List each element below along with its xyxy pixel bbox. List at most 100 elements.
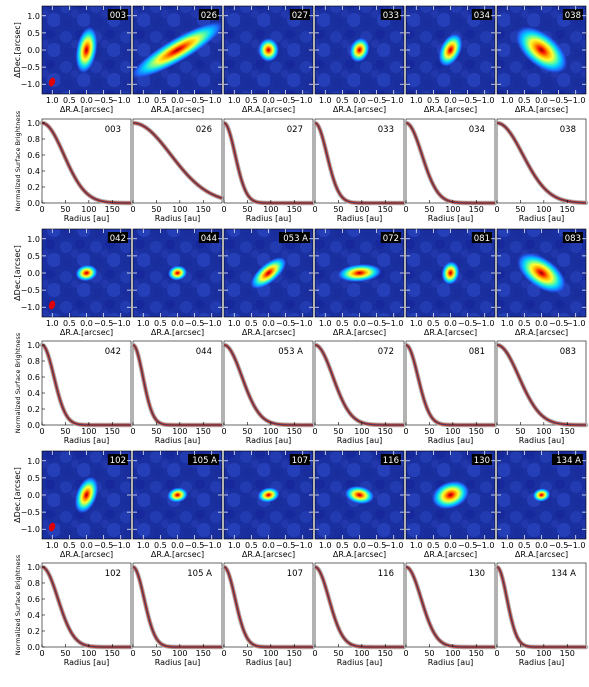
source-emission (75, 264, 98, 282)
map-xtick-label: 0.5 (245, 541, 258, 550)
source-emission (257, 37, 280, 63)
map-xlabel: ΔR.A.[arcsec] (424, 105, 477, 114)
map-xlabel: ΔR.A.[arcsec] (151, 105, 204, 114)
source-emission (75, 26, 98, 74)
source-label-bg (107, 232, 128, 243)
profile-xtick-label: 50 (60, 427, 70, 436)
map-panel: 081 1.0 0.5 0.0 −0.5−1.0ΔR.A.[arcsec] (405, 228, 496, 337)
profile-xtick-label: 50 (242, 649, 252, 658)
profile-xlabel: Radius [au] (337, 214, 383, 223)
source-label-bg (380, 454, 401, 465)
profile-ytick-label: 0.6 (27, 151, 40, 160)
map-xtick-label: −0.5 (276, 319, 295, 328)
map-xtick-label: 0.0 (353, 319, 366, 328)
profile-core (314, 122, 404, 204)
profile-source-label: 081 (469, 347, 485, 357)
source-label: 053 A (283, 234, 308, 244)
map-xtick-label: −1.0 (384, 319, 403, 328)
profile-xtick-label: 50 (151, 649, 161, 658)
map-panel: 044 1.0 0.5 0.0 −0.5−1.0ΔR.A.[arcsec] (132, 228, 223, 337)
source-label-bg (380, 9, 401, 20)
source-label-bg (552, 454, 583, 465)
map-ytick-label: 0.5 (27, 474, 40, 483)
map-xtick-label: 0.5 (427, 541, 440, 550)
map-xlabel: ΔR.A.[arcsec] (151, 328, 204, 337)
map-ytick-label: −0.5 (21, 286, 40, 295)
profile-xtick-label: 0 (221, 649, 226, 658)
map-xtick-label: 0.0 (535, 96, 548, 105)
profile-source-label: 034 (469, 125, 485, 135)
source-label: 038 (565, 11, 581, 21)
profile-xlabel: Radius [au] (155, 658, 201, 667)
source-emission (344, 485, 375, 505)
map-xtick-label: 0.5 (63, 319, 76, 328)
profile-xtick-label: 100 (81, 205, 96, 214)
profile-source-label: 102 (105, 569, 121, 579)
profile-ytick-label: 0.2 (27, 405, 40, 414)
profile-core (496, 566, 586, 648)
source-label-bg (198, 232, 219, 243)
map-xtick-label: −1.0 (475, 96, 494, 105)
profile-core (405, 122, 495, 204)
map-xlabel: ΔR.A.[arcsec] (333, 550, 386, 559)
profile-xtick-label: 150 (560, 427, 575, 436)
profile-xtick-label: 150 (196, 205, 211, 214)
profile-xtick-label: 100 (354, 427, 369, 436)
map-xtick-label: 0.5 (336, 96, 349, 105)
profile-xtick-label: 150 (378, 205, 393, 214)
source-label-bg (380, 232, 401, 243)
profile-xtick-label: 0 (494, 205, 499, 214)
profile-source-label: 116 (378, 569, 394, 579)
map-ytick-label: 0.0 (27, 46, 40, 55)
profile-frame (41, 562, 132, 648)
map-xtick-label: −1.0 (111, 319, 130, 328)
profile-xlabel: Radius [au] (519, 214, 565, 223)
map-xtick-label: 1.0 (228, 96, 241, 105)
map-ytick-label: 0.0 (27, 491, 40, 500)
source-label: 083 (565, 234, 581, 244)
profile-xtick-label: 50 (424, 649, 434, 658)
profile-ytick-label: 0.6 (27, 373, 40, 382)
map-panel: 038 1.0 0.5 0.0 −0.5−1.0ΔR.A.[arcsec] (496, 5, 587, 114)
profile-xtick-label: 100 (263, 205, 278, 214)
source-label: 003 (110, 11, 126, 21)
map-xlabel: ΔR.A.[arcsec] (242, 550, 295, 559)
source-label-bg (289, 454, 310, 465)
profile-xtick-label: 0 (403, 649, 408, 658)
map-xlabel: ΔR.A.[arcsec] (60, 105, 113, 114)
profile-core (223, 344, 313, 426)
map-xtick-label: 0.0 (262, 319, 275, 328)
profile-xtick-label: 0 (403, 427, 408, 436)
profile-xtick-label: 100 (536, 649, 551, 658)
source-emission (336, 263, 383, 283)
profile-ylabel: Normalized Surface Brightness (14, 554, 22, 655)
profile-ytick-label: 0.6 (27, 595, 40, 604)
map-xtick-label: 0.0 (535, 541, 548, 550)
profile-ytick-label: 0.2 (27, 183, 40, 192)
source-emission (516, 252, 567, 294)
profile-xtick-label: 50 (242, 427, 252, 436)
map-xtick-label: 0.0 (80, 96, 93, 105)
source-label-bg (562, 232, 583, 243)
profile-ytick-label: 0.0 (27, 421, 40, 430)
profile-source-label: 072 (378, 347, 394, 357)
map-xtick-label: 0.5 (154, 319, 167, 328)
profile-xtick-label: 50 (333, 649, 343, 658)
source-label-bg (188, 454, 219, 465)
profile-ytick-label: 0.8 (27, 357, 40, 366)
profile-xtick-label: 150 (287, 427, 302, 436)
profile-xlabel: Radius [au] (337, 658, 383, 667)
profile-ytick-label: 1.0 (27, 119, 40, 128)
profile-xlabel: Radius [au] (64, 658, 110, 667)
map-xtick-label: −1.0 (202, 541, 221, 550)
profile-xtick-label: 50 (60, 205, 70, 214)
map-panel: 130 1.0 0.5 0.0 −0.5−1.0ΔR.A.[arcsec] (405, 450, 496, 559)
map-xtick-label: 0.0 (353, 96, 366, 105)
profile-frame (41, 118, 132, 204)
map-xlabel: ΔR.A.[arcsec] (333, 105, 386, 114)
source-emission (250, 256, 287, 290)
